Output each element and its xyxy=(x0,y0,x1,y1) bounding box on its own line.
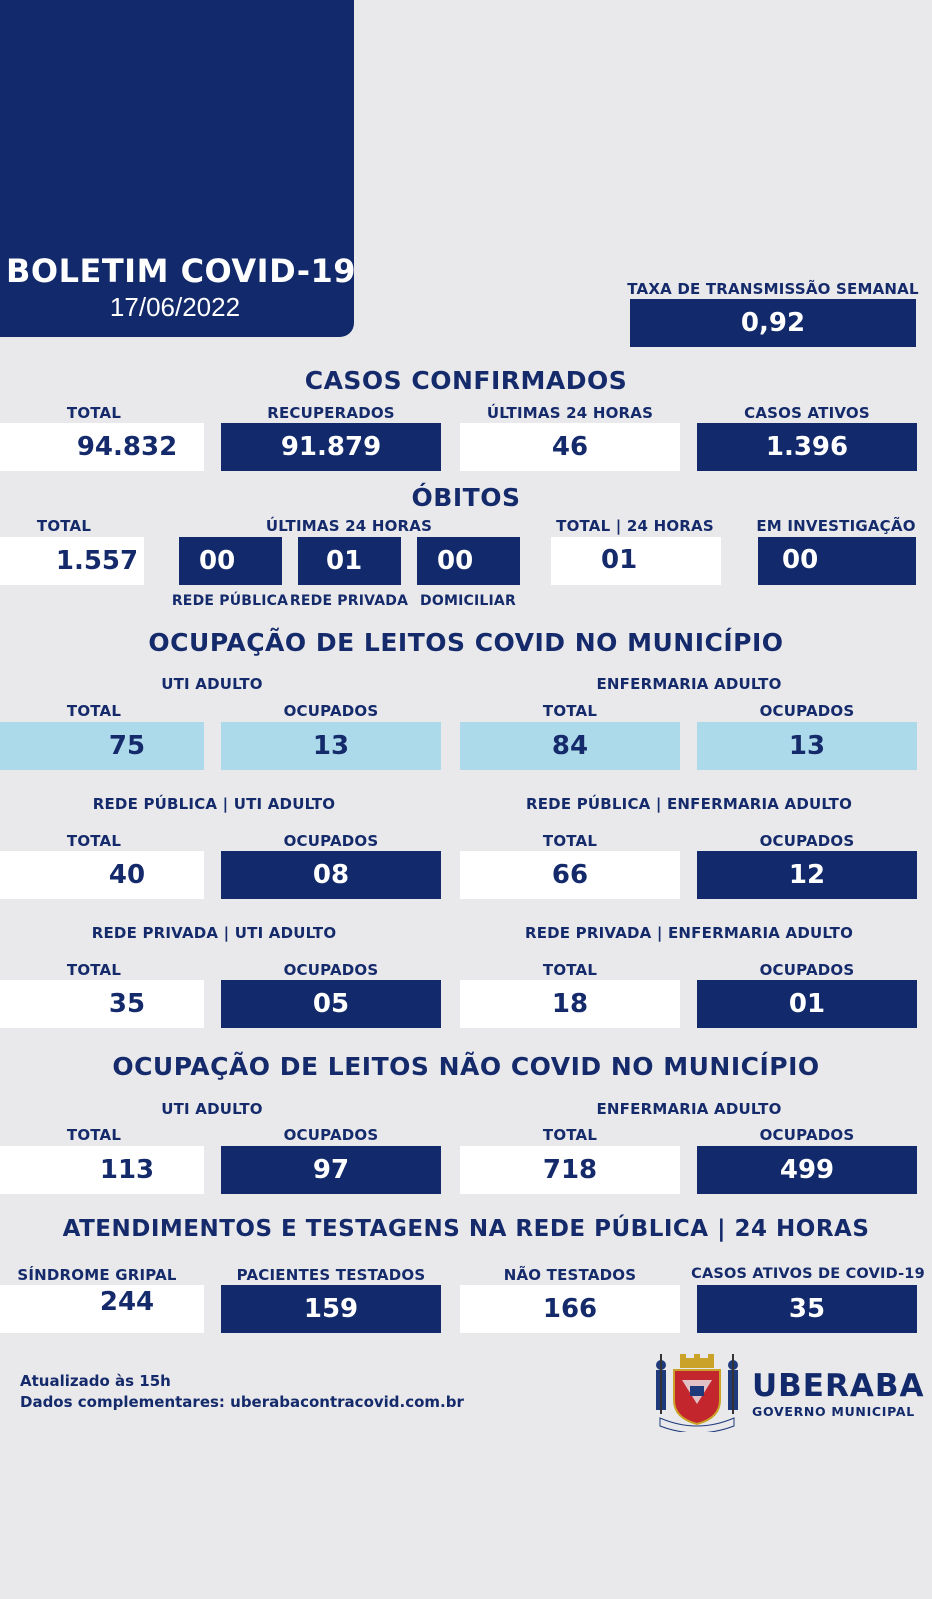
public-uti-label: REDE PÚBLICA | UTI ADULTO xyxy=(92,795,336,813)
cases-24h-label: ÚLTIMAS 24 HORAS xyxy=(486,404,654,422)
active-covid-cases-label: CASOS ATIVOS DE COVID-19 xyxy=(691,1266,925,1282)
private-uti-occupied-value: 05 xyxy=(221,980,441,1028)
non-covid-uti-total-value: 113 xyxy=(0,1146,204,1194)
public-uti-occupied-value: 08 xyxy=(221,851,441,899)
active-covid-cases-value: 35 xyxy=(697,1285,917,1333)
public-uti-total-label: TOTAL xyxy=(66,832,122,850)
private-uti-total-value: 35 xyxy=(0,980,204,1028)
non-covid-ward-occupied-label: OCUPADOS xyxy=(759,1126,855,1144)
deaths-private-value: 01 xyxy=(298,537,401,585)
deaths-title: ÓBITOS xyxy=(411,483,521,512)
deaths-total24-label: TOTAL | 24 HORAS xyxy=(556,517,714,535)
city-name: UBERABA xyxy=(752,1368,925,1404)
private-uti-label: REDE PRIVADA | UTI ADULTO xyxy=(91,924,337,942)
non-covid-beds-title: OCUPAÇÃO DE LEITOS NÃO COVID NO MUNICÍPI… xyxy=(112,1052,820,1081)
cases-total-value: 94.832 xyxy=(0,423,204,471)
private-ward-label: REDE PRIVADA | ENFERMARIA ADULTO xyxy=(524,924,854,942)
non-covid-ward-total-label: TOTAL xyxy=(542,1126,598,1144)
deaths-total24-value: 01 xyxy=(551,537,721,585)
deaths-public-label: REDE PÚBLICA xyxy=(171,593,289,609)
deaths-home-label: DOMICILIAR xyxy=(420,593,516,609)
private-ward-occupied-label: OCUPADOS xyxy=(759,961,855,979)
city-coat-of-arms xyxy=(652,1352,742,1434)
covid-uti-label: UTI ADULTO xyxy=(161,675,263,693)
not-tested-label: NÃO TESTADOS xyxy=(503,1266,637,1284)
covid-uti-total-value: 75 xyxy=(0,722,204,770)
public-ward-occupied-value: 12 xyxy=(697,851,917,899)
public-ward-label: REDE PÚBLICA | ENFERMARIA ADULTO xyxy=(525,795,853,813)
cases-recovered-label: RECUPERADOS xyxy=(267,404,395,422)
covid-uti-total-label: TOTAL xyxy=(66,702,122,720)
cases-recovered-value: 91.879 xyxy=(221,423,441,471)
non-covid-ward-occupied-value: 499 xyxy=(697,1146,917,1194)
deaths-private-label: REDE PRIVADA xyxy=(289,593,409,609)
non-covid-uti-occupied-label: OCUPADOS xyxy=(283,1126,379,1144)
tested-patients-label: PACIENTES TESTADOS xyxy=(236,1266,426,1284)
updated-text: Atualizado às 15h xyxy=(20,1372,171,1390)
coat-of-arms-icon xyxy=(656,1354,738,1434)
non-covid-uti-label: UTI ADULTO xyxy=(161,1100,263,1118)
cases-title: CASOS CONFIRMADOS xyxy=(304,366,628,395)
bulletin-date: 17/06/2022 xyxy=(109,292,241,322)
bulletin-title: BOLETIM COVID-19 xyxy=(6,252,357,290)
deaths-investigation-value: 00 xyxy=(758,537,916,585)
transmission-value: 0,92 xyxy=(630,299,916,347)
covid-ward-total-label: TOTAL xyxy=(542,702,598,720)
not-tested-value: 166 xyxy=(460,1285,680,1333)
private-uti-occupied-label: OCUPADOS xyxy=(283,961,379,979)
deaths-total-label: TOTAL xyxy=(36,517,92,535)
covid-ward-total-value: 84 xyxy=(460,722,680,770)
public-ward-total-value: 66 xyxy=(460,851,680,899)
tests-title: ATENDIMENTOS E TESTAGENS NA REDE PÚBLICA… xyxy=(62,1216,870,1242)
data-info-text: Dados complementares: uberabacontracovid… xyxy=(20,1393,464,1411)
deaths-home-value: 00 xyxy=(417,537,520,585)
non-covid-ward-label: ENFERMARIA ADULTO xyxy=(596,1100,782,1118)
private-ward-total-label: TOTAL xyxy=(542,961,598,979)
private-uti-total-label: TOTAL xyxy=(66,961,122,979)
flu-syndrome-label: SÍNDROME GRIPAL xyxy=(17,1266,177,1284)
covid-ward-label: ENFERMARIA ADULTO xyxy=(596,675,782,693)
cases-total-label: TOTAL xyxy=(66,404,122,422)
government-label: GOVERNO MUNICIPAL xyxy=(752,1404,915,1419)
non-covid-uti-total-label: TOTAL xyxy=(66,1126,122,1144)
private-ward-occupied-value: 01 xyxy=(697,980,917,1028)
covid-ward-occupied-label: OCUPADOS xyxy=(759,702,855,720)
covid-uti-occupied-label: OCUPADOS xyxy=(283,702,379,720)
covid-ward-occupied-value: 13 xyxy=(697,722,917,770)
public-uti-total-value: 40 xyxy=(0,851,204,899)
private-ward-total-value: 18 xyxy=(460,980,680,1028)
flu-syndrome-value: 244 xyxy=(0,1285,204,1333)
non-covid-uti-occupied-value: 97 xyxy=(221,1146,441,1194)
deaths-total-value: 1.557 xyxy=(0,537,144,585)
covid-uti-occupied-value: 13 xyxy=(221,722,441,770)
public-uti-occupied-label: OCUPADOS xyxy=(283,832,379,850)
deaths-investigation-label: EM INVESTIGAÇÃO xyxy=(756,517,916,535)
covid-beds-title: OCUPAÇÃO DE LEITOS COVID NO MUNICÍPIO xyxy=(148,628,784,657)
deaths-public-value: 00 xyxy=(179,537,282,585)
public-ward-occupied-label: OCUPADOS xyxy=(759,832,855,850)
non-covid-ward-total-value: 718 xyxy=(460,1146,680,1194)
public-ward-total-label: TOTAL xyxy=(542,832,598,850)
deaths-24h-label: ÚLTIMAS 24 HORAS xyxy=(265,517,433,535)
tested-patients-value: 159 xyxy=(221,1285,441,1333)
cases-active-value: 1.396 xyxy=(697,423,917,471)
transmission-label: TAXA DE TRANSMISSÃO SEMANAL xyxy=(627,280,919,298)
cases-24h-value: 46 xyxy=(460,423,680,471)
cases-active-label: CASOS ATIVOS xyxy=(744,404,870,422)
header-panel xyxy=(0,0,354,337)
